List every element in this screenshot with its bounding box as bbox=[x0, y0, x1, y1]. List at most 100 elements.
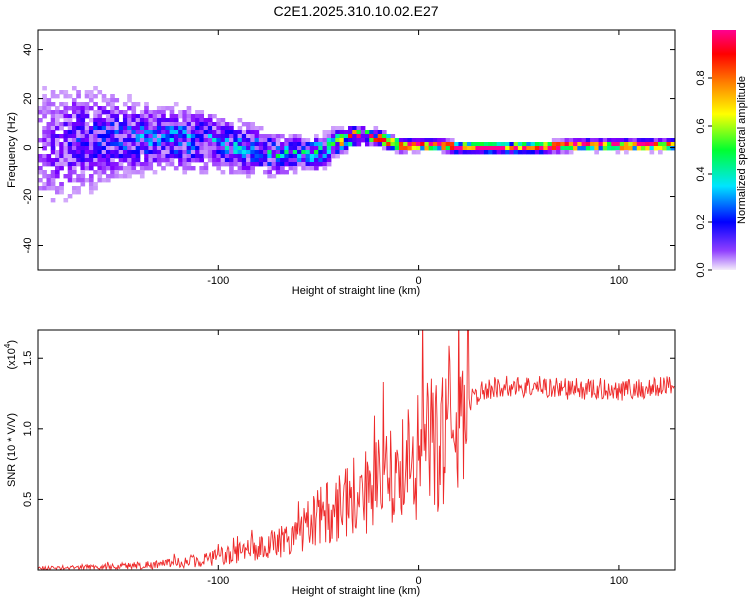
spectrogram-cell bbox=[220, 138, 226, 143]
spectrogram-cell bbox=[246, 158, 251, 163]
spectrogram-cell bbox=[122, 110, 128, 115]
spectrogram-cell bbox=[190, 122, 196, 127]
spectrogram-cell bbox=[212, 122, 217, 127]
snr-ytick-label: 1.0 bbox=[22, 421, 34, 436]
spectrogram-cell bbox=[93, 186, 98, 191]
spectrogram-cell bbox=[122, 122, 128, 127]
spectrogram-cell bbox=[216, 138, 222, 143]
spectrogram-cell bbox=[42, 110, 47, 115]
spectrogram-cell bbox=[258, 162, 264, 167]
spectrogram-cell bbox=[284, 154, 289, 159]
spectrogram-cell bbox=[517, 142, 523, 147]
spectrogram-cell bbox=[229, 158, 234, 163]
spectrogram-cell bbox=[101, 138, 107, 143]
spectrogram-cell bbox=[46, 178, 52, 183]
spectrogram-cell bbox=[114, 150, 120, 155]
spectrogram-cell bbox=[594, 142, 599, 147]
spectrogram-cell bbox=[195, 142, 200, 147]
spectrogram-cell bbox=[551, 142, 557, 147]
spectrogram-cell bbox=[88, 162, 94, 167]
spectrogram-cell bbox=[93, 138, 98, 143]
spectrogram-cell bbox=[190, 130, 196, 135]
spectrogram-cell bbox=[611, 142, 616, 147]
spectrogram-cell bbox=[309, 150, 315, 155]
spectrogram-cell bbox=[220, 170, 226, 175]
spectrogram-cell bbox=[97, 122, 103, 127]
spectrogram-cell bbox=[50, 146, 56, 151]
spectrogram-cell bbox=[88, 154, 94, 159]
spectrogram-cell bbox=[203, 154, 209, 159]
spectrogram-cell bbox=[220, 162, 226, 167]
spectrogram-cell bbox=[135, 154, 141, 159]
spectrogram-cell bbox=[42, 94, 47, 99]
spectrogram-cell bbox=[220, 150, 226, 155]
spectrogram-cell bbox=[585, 146, 591, 151]
spectrogram-cell bbox=[131, 106, 137, 111]
svg-text:(x104): (x104) bbox=[3, 340, 18, 370]
spectrogram-cell bbox=[105, 154, 111, 159]
spectrogram-cell bbox=[216, 130, 222, 135]
spectrogram-cell bbox=[475, 142, 481, 147]
spectrogram-cell bbox=[178, 142, 183, 147]
spectrogram-cell bbox=[309, 146, 315, 151]
colorbar-tick-label: 0.0 bbox=[695, 262, 707, 277]
spectrogram-cell bbox=[348, 142, 353, 147]
spectrogram-cell bbox=[148, 158, 154, 163]
spectrogram-cell bbox=[131, 146, 137, 151]
spectrogram-cell bbox=[373, 142, 379, 147]
spectrogram-cell bbox=[377, 138, 383, 143]
spectrogram-cell bbox=[369, 142, 374, 147]
spectrogram-cell bbox=[224, 154, 230, 159]
spectrogram-cell bbox=[292, 134, 298, 139]
spectrogram-cell bbox=[564, 142, 570, 147]
spectrogram-cell bbox=[148, 118, 154, 123]
spectrogram-cell bbox=[67, 138, 73, 143]
spectrogram-cell bbox=[326, 162, 332, 167]
spectrogram-cell bbox=[250, 122, 255, 127]
spectrogram-cell bbox=[229, 162, 234, 167]
spectrogram-cell bbox=[212, 134, 217, 139]
spectrogram-cell bbox=[356, 142, 362, 147]
spectrogram-cell bbox=[127, 142, 132, 147]
spectrogram-cell bbox=[114, 134, 120, 139]
spectrogram-cell bbox=[67, 178, 73, 183]
spectrogram-cell bbox=[539, 146, 544, 151]
spectrogram-cell bbox=[54, 174, 60, 179]
spectrogram-cell bbox=[216, 162, 222, 167]
spectrogram-cell bbox=[275, 146, 281, 151]
spectrogram-cell bbox=[216, 142, 222, 147]
spectrogram-cell bbox=[67, 106, 73, 111]
spectrogram-cell bbox=[122, 146, 128, 151]
spectrogram-cell bbox=[250, 162, 255, 167]
spectrogram-cell bbox=[144, 106, 149, 111]
spectrogram-cell bbox=[148, 146, 154, 151]
spectrogram-cell bbox=[135, 138, 141, 143]
spectrogram-cell bbox=[50, 158, 56, 163]
spectrogram-cell bbox=[84, 142, 90, 147]
spectrogram-cell bbox=[122, 134, 128, 139]
spectrogram-cell bbox=[666, 146, 672, 151]
spectrogram-cell bbox=[165, 158, 171, 163]
spectrogram-cell bbox=[105, 110, 111, 115]
spectrogram-cell bbox=[662, 138, 667, 143]
spectrogram-cell bbox=[131, 122, 137, 127]
spectrogram-cell bbox=[560, 146, 565, 151]
spectrogram-cell bbox=[97, 90, 103, 95]
spectrogram-cell bbox=[560, 142, 565, 147]
spectrogram-cell bbox=[241, 162, 247, 167]
spectrogram-cell bbox=[369, 134, 374, 139]
spectrogram-cell bbox=[449, 146, 455, 151]
snr-ytick-label: 1.5 bbox=[22, 351, 34, 366]
spectrogram-cell bbox=[207, 118, 213, 123]
spectrogram-cell bbox=[237, 170, 243, 175]
spectrogram-cell bbox=[178, 134, 183, 139]
spectrogram-cell bbox=[186, 142, 192, 147]
spectrogram-cell bbox=[241, 146, 247, 151]
spectrogram-cell bbox=[271, 146, 277, 151]
spectrogram-cell bbox=[653, 138, 659, 143]
spectrogram-cell bbox=[84, 114, 90, 119]
spectrogram-cell bbox=[105, 178, 111, 183]
spectrogram-cell bbox=[76, 178, 81, 183]
spectrogram-cell bbox=[71, 126, 77, 131]
spectrogram-cell bbox=[182, 146, 188, 151]
